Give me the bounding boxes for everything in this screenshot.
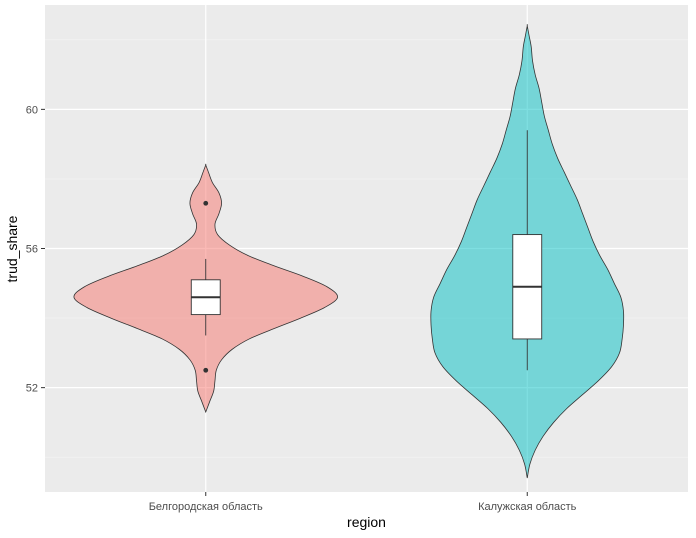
x-tick-label: Белгородская область bbox=[149, 501, 263, 513]
boxplots bbox=[190, 130, 543, 373]
axes: 52 56 60 Белгородская область Калужская обла… bbox=[26, 104, 577, 513]
x-axis-title: region bbox=[347, 514, 386, 530]
outlier-point bbox=[203, 367, 209, 373]
y-tick-label: 52 bbox=[26, 383, 38, 395]
outlier-point bbox=[203, 200, 209, 206]
y-tick-label: 60 bbox=[26, 104, 38, 116]
y-axis-title: trud_share bbox=[4, 215, 20, 282]
x-tick-label: Калужская область bbox=[478, 501, 577, 513]
y-tick-label: 56 bbox=[26, 244, 38, 256]
